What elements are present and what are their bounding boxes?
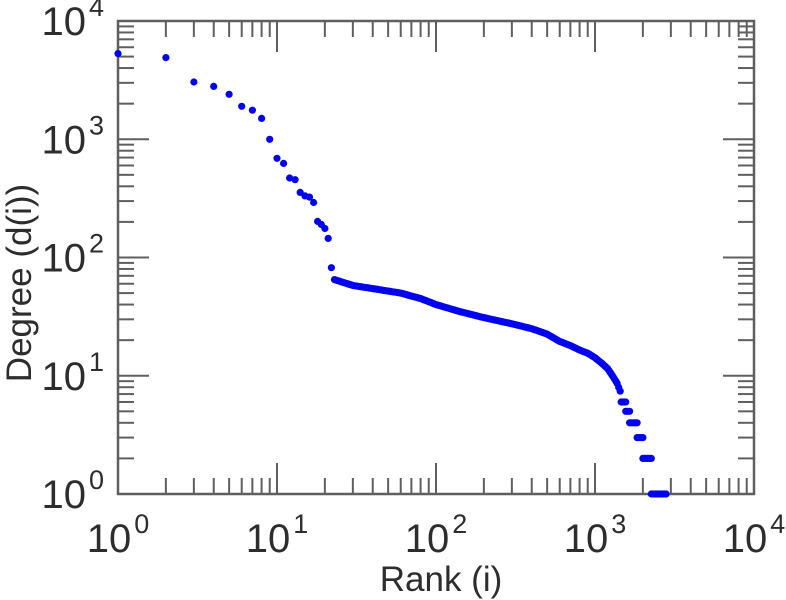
y-tick-label: 10 2 (41, 229, 104, 281)
data-point (327, 264, 335, 272)
y-tick-label: 10 4 (41, 0, 104, 44)
y-tick-label: 10 1 (41, 347, 104, 399)
data-point (190, 78, 198, 86)
data-point (248, 106, 256, 114)
data-point (258, 114, 266, 122)
data-point (266, 135, 274, 143)
data-point (626, 407, 634, 415)
data-point (305, 193, 314, 201)
x-tick-label: 10 4 (723, 509, 786, 561)
data-point (280, 159, 288, 167)
plot-frame (116, 19, 756, 496)
y-tick-label: 10 3 (41, 110, 104, 162)
data-point (639, 434, 647, 442)
data-point (162, 54, 170, 62)
data-point (616, 387, 624, 395)
data-point (114, 50, 122, 58)
y-tick-label: 10 0 (41, 465, 104, 517)
data-point (238, 102, 246, 110)
axis-tick-labels: 10 0 10 1 10 2 10 3 10 4 10 0 10 1 10 2 10 3 10 4 (41, 0, 785, 561)
scatter-series (114, 50, 670, 498)
data-point (324, 234, 332, 242)
data-point (291, 176, 299, 184)
x-tick-label: 10 0 (87, 509, 150, 561)
x-tick-label: 10 2 (405, 509, 468, 561)
data-point (225, 90, 233, 98)
data-point (622, 398, 630, 406)
data-point (210, 82, 218, 90)
axis-ticks (117, 20, 755, 495)
data-point (662, 490, 670, 498)
x-axis-title: Rank (i) (380, 560, 503, 599)
y-axis-title: Degree (d(i)) (0, 184, 39, 382)
data-point (310, 198, 318, 207)
x-tick-label: 10 3 (564, 509, 627, 561)
data-point (647, 454, 655, 462)
data-point (273, 154, 281, 162)
data-point (286, 174, 294, 182)
x-tick-label: 10 1 (246, 509, 309, 561)
data-point (633, 419, 641, 427)
data-point (321, 224, 329, 233)
